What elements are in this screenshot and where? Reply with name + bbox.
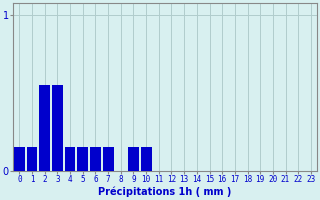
X-axis label: Précipitations 1h ( mm ): Précipitations 1h ( mm ) — [99, 187, 232, 197]
Bar — [65, 147, 76, 171]
Bar — [27, 147, 37, 171]
Bar — [141, 147, 152, 171]
Bar — [14, 147, 25, 171]
Bar — [90, 147, 101, 171]
Bar — [77, 147, 88, 171]
Bar — [39, 85, 50, 171]
Bar — [103, 147, 114, 171]
Bar — [52, 85, 63, 171]
Bar — [128, 147, 139, 171]
